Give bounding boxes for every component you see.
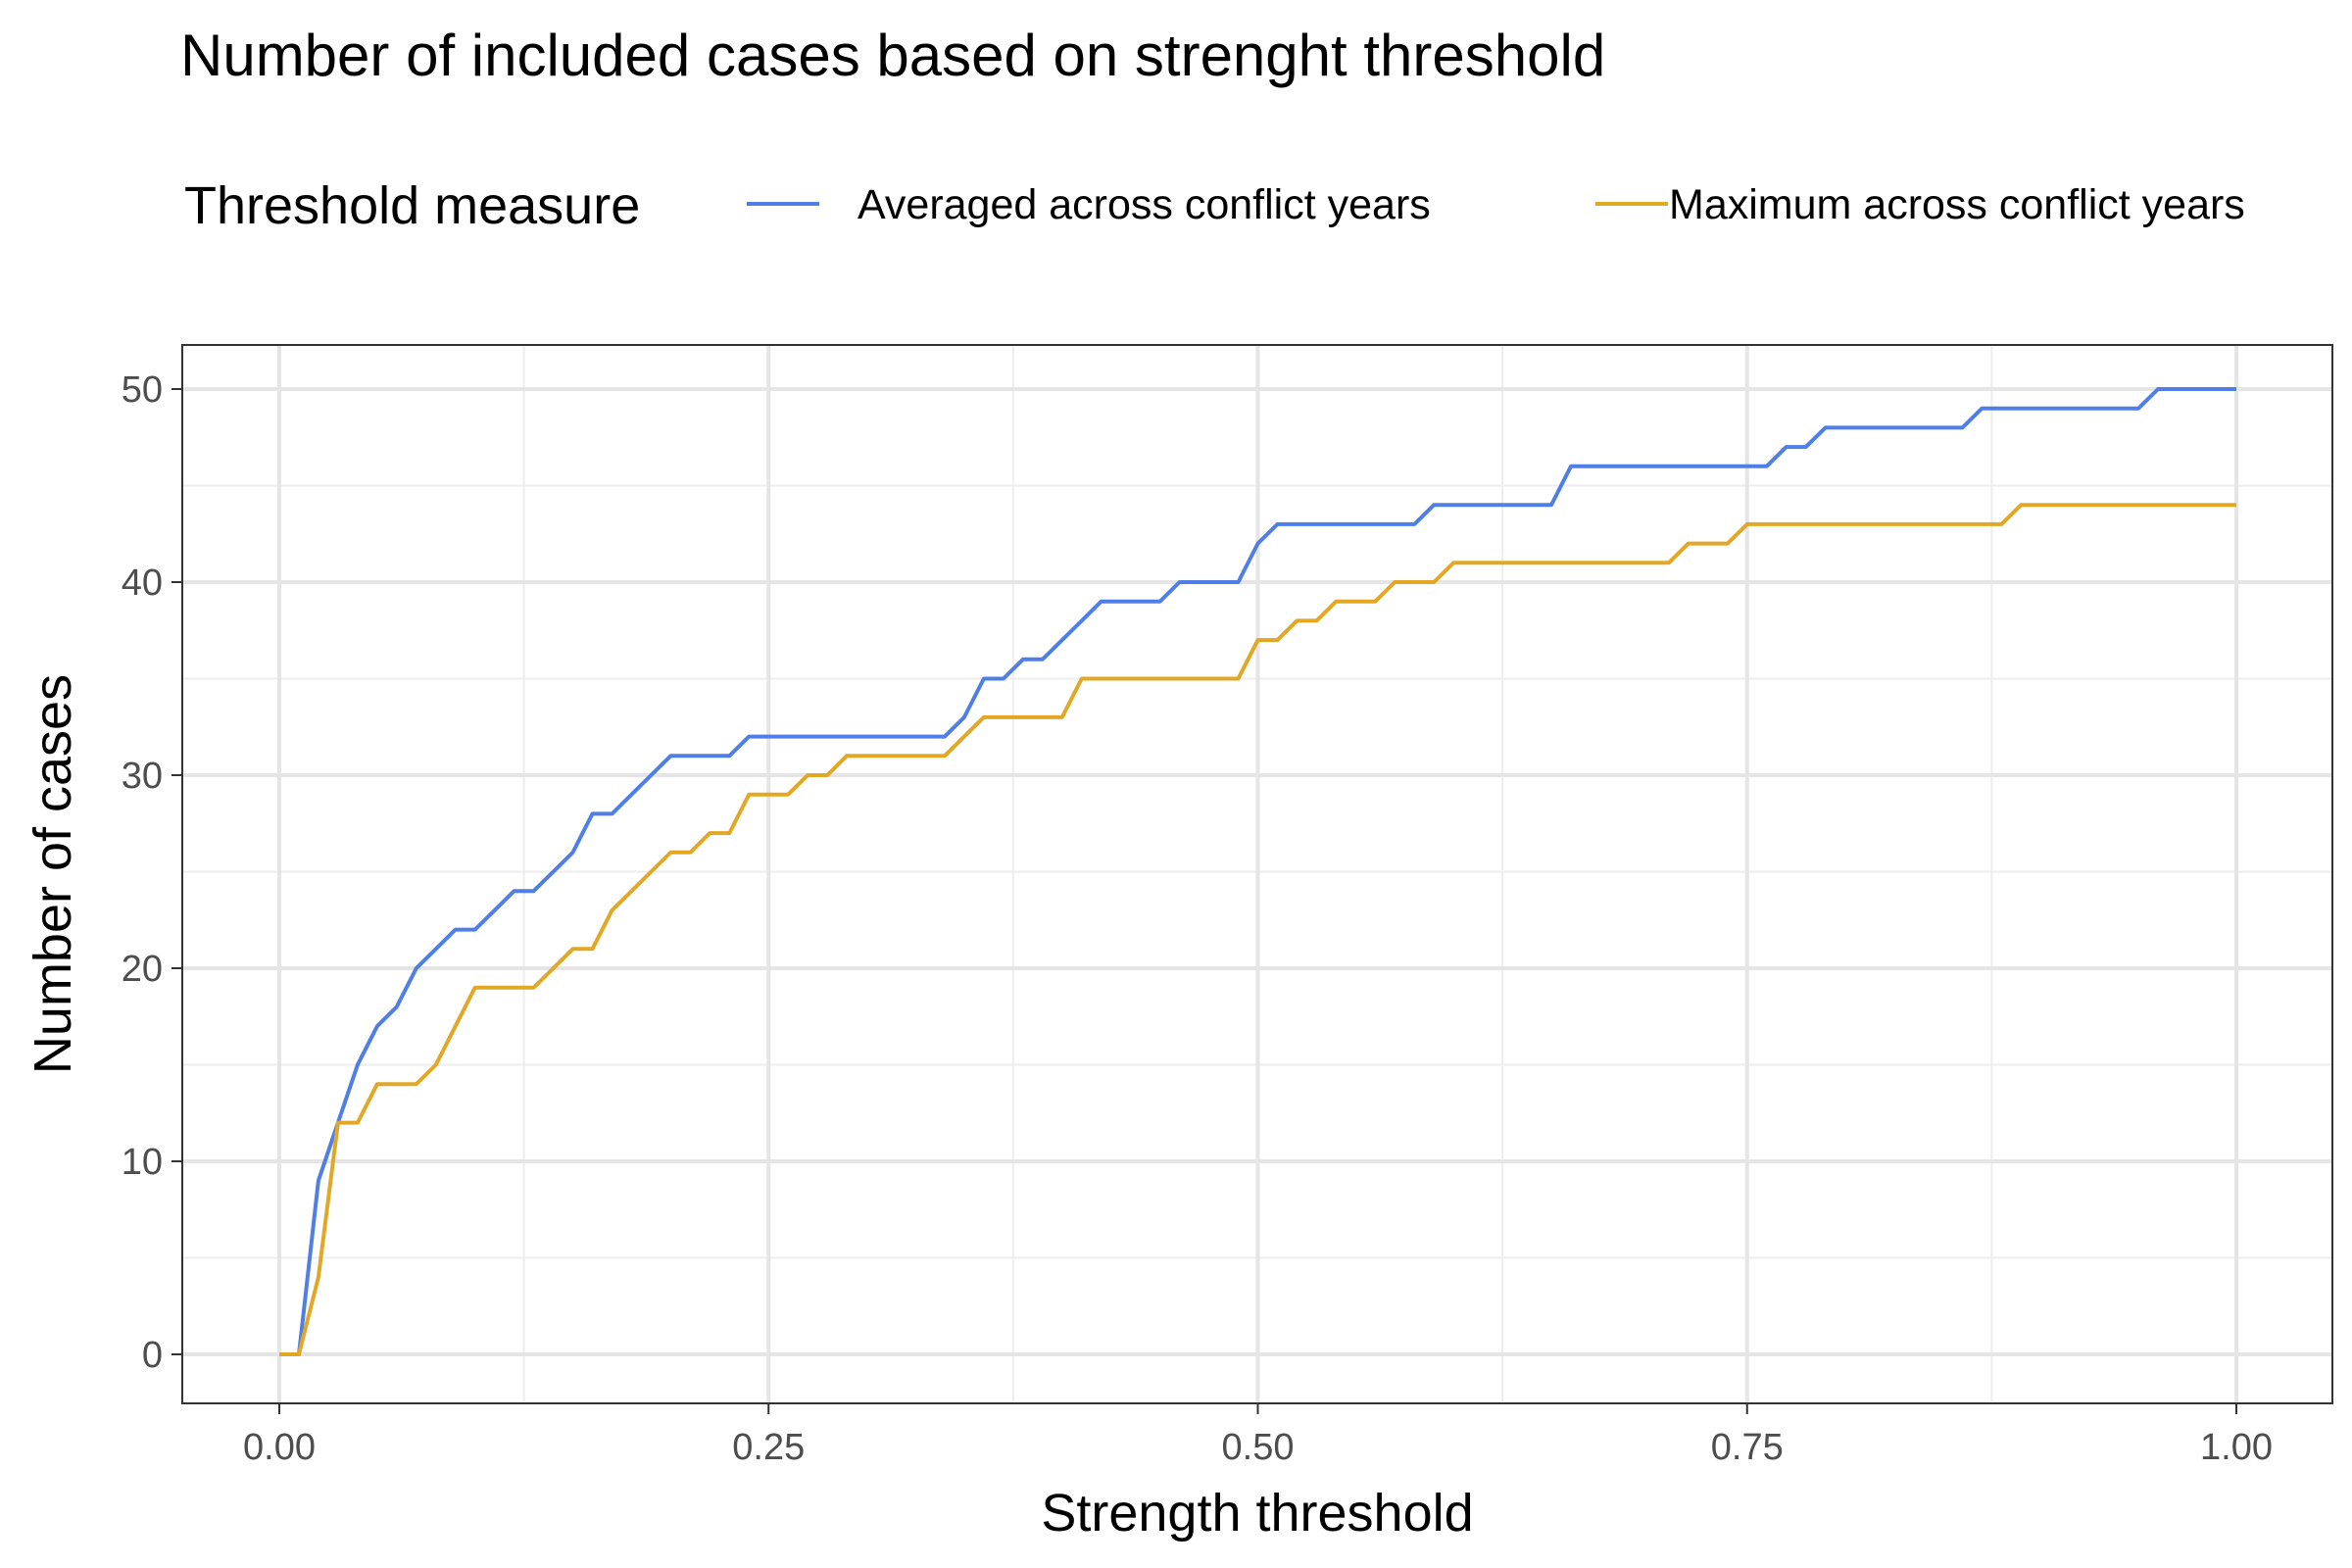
x-tick-label: 1.00 <box>2200 1427 2273 1468</box>
y-tick-label: 30 <box>122 756 163 797</box>
series-line-maximum <box>279 503 2236 1356</box>
legend-label-maximum: Maximum across conflict years <box>1669 181 2245 228</box>
y-tick-label: 10 <box>122 1142 163 1183</box>
x-tick-label: 0.00 <box>243 1427 316 1468</box>
grid <box>182 345 2332 1403</box>
series-lines <box>279 387 2236 1356</box>
y-tick-label: 0 <box>142 1335 163 1376</box>
x-tick-label: 0.25 <box>732 1427 805 1468</box>
x-axis-title: Strength threshold <box>1041 1484 1473 1543</box>
series-line-averaged <box>279 387 2236 1356</box>
y-tick-label: 20 <box>122 949 163 990</box>
y-tick-label: 50 <box>122 369 163 411</box>
y-tick-label: 40 <box>122 563 163 604</box>
axes: 0.00 0.25 0.50 0.75 1.00 0 10 20 30 40 50 <box>122 369 2273 1468</box>
x-tick-label: 0.75 <box>1711 1427 1784 1468</box>
legend-label-averaged: Averaged across conflict years <box>858 181 1431 228</box>
y-axis-title: Number of cases <box>24 674 82 1074</box>
legend: Threshold measure Averaged across confli… <box>184 176 2245 235</box>
legend-title: Threshold measure <box>184 176 640 235</box>
chart-title: Number of included cases based on streng… <box>180 23 1605 88</box>
x-tick-label: 0.50 <box>1222 1427 1295 1468</box>
